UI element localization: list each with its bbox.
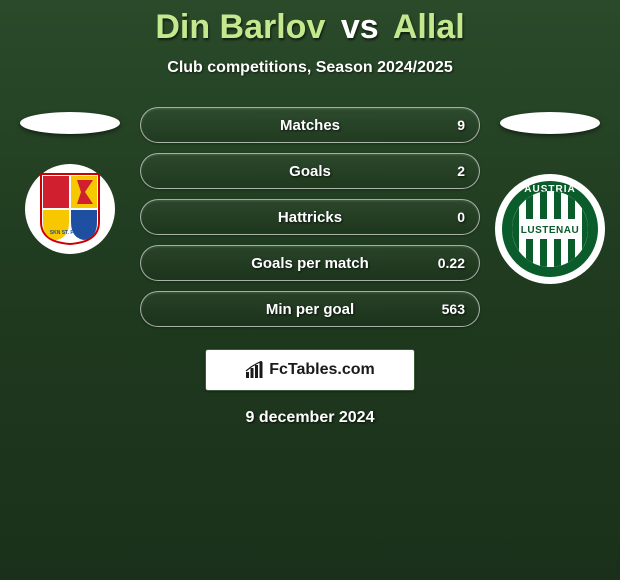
stat-label: Matches	[280, 117, 340, 134]
stat-row-goals: Goals 2	[140, 153, 480, 189]
date-label: 9 december 2024	[0, 409, 620, 427]
left-player-slot	[20, 112, 120, 134]
badge-mid-label: LUSTENAU	[519, 219, 581, 239]
stat-label: Hattricks	[278, 209, 342, 226]
main-row: SKN ST. PÖLTEN Matches 9 Goals 2 Hattric…	[0, 107, 620, 327]
right-side: AUSTRIA LUSTENAU	[490, 107, 610, 284]
brand-text: FcTables.com	[269, 361, 375, 379]
stat-value-right: 0.22	[438, 255, 465, 271]
bar-chart-icon	[245, 361, 263, 379]
stat-value-right: 563	[442, 301, 465, 317]
subtitle: Club competitions, Season 2024/2025	[0, 59, 620, 77]
stat-label: Min per goal	[266, 301, 354, 318]
page-title: Din Barlov vs Allal	[0, 8, 620, 47]
shield-icon: SKN ST. PÖLTEN	[39, 172, 101, 246]
stat-row-min-per-goal: Min per goal 563	[140, 291, 480, 327]
stat-row-goals-per-match: Goals per match 0.22	[140, 245, 480, 281]
stat-label: Goals per match	[251, 255, 369, 272]
right-player-slot	[500, 112, 600, 134]
left-side: SKN ST. PÖLTEN	[10, 107, 130, 254]
stat-row-matches: Matches 9	[140, 107, 480, 143]
austria-lustenau-badge: AUSTRIA LUSTENAU	[495, 174, 605, 284]
svg-text:SKN ST. PÖLTEN: SKN ST. PÖLTEN	[50, 229, 91, 236]
stat-label: Goals	[289, 163, 331, 180]
stat-value-right: 0	[457, 209, 465, 225]
comparison-card: Din Barlov vs Allal Club competitions, S…	[0, 0, 620, 427]
vs-separator: vs	[341, 8, 379, 46]
player1-name: Din Barlov	[155, 8, 325, 46]
stat-value-right: 9	[457, 117, 465, 133]
stat-row-hattricks: Hattricks 0	[140, 199, 480, 235]
brand-box[interactable]: FcTables.com	[205, 349, 415, 391]
skn-st-polten-badge: SKN ST. PÖLTEN	[25, 164, 115, 254]
badge-ring: AUSTRIA LUSTENAU	[502, 181, 598, 277]
stats-column: Matches 9 Goals 2 Hattricks 0 Goals per …	[140, 107, 480, 327]
player2-name: Allal	[393, 8, 465, 46]
stat-value-right: 2	[457, 163, 465, 179]
badge-mid-text: LUSTENAU	[521, 225, 579, 236]
